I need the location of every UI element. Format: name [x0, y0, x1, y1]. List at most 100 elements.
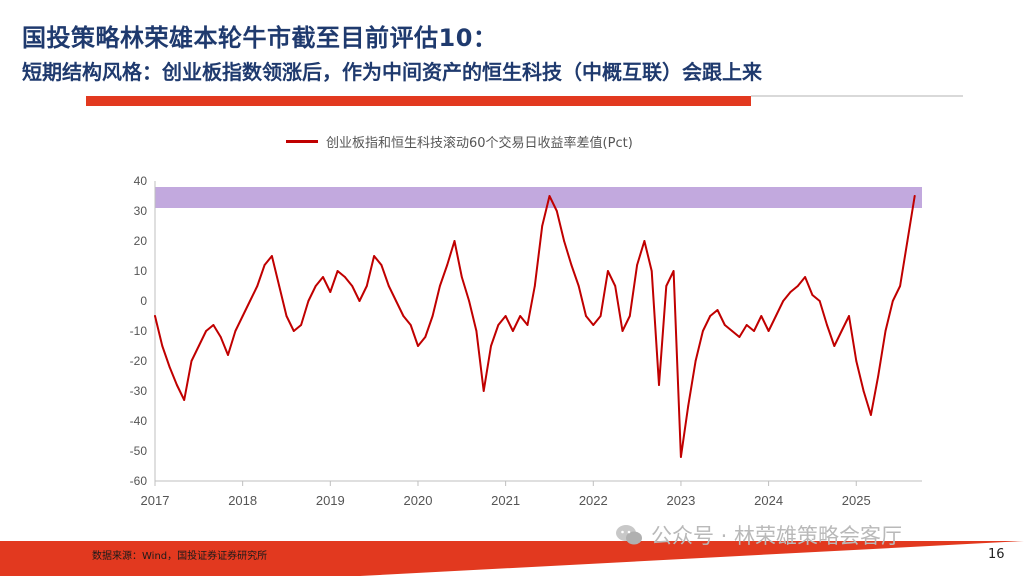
data-point	[307, 300, 310, 302]
data-point	[227, 354, 229, 356]
title-underline-red	[86, 96, 751, 106]
series-line	[154, 195, 916, 458]
data-point	[577, 285, 580, 287]
wechat-icon	[616, 525, 642, 545]
x-tick-label: 2024	[754, 493, 783, 508]
footer-bar	[0, 541, 1024, 576]
x-tick-label: 2021	[491, 493, 520, 508]
data-point	[767, 330, 770, 332]
data-point	[446, 264, 449, 266]
x-tick-label: 2017	[141, 493, 170, 508]
data-point	[548, 195, 551, 197]
data-point	[775, 315, 777, 317]
data-point	[431, 315, 434, 317]
data-point	[563, 240, 565, 242]
data-point	[862, 390, 865, 392]
data-point	[482, 390, 485, 392]
data-point	[219, 336, 222, 338]
data-point	[176, 384, 178, 386]
data-point	[614, 285, 617, 287]
data-point	[373, 255, 376, 257]
data-point	[687, 405, 690, 407]
legend-line-swatch	[286, 140, 318, 143]
data-point	[358, 300, 361, 302]
data-point	[497, 324, 500, 326]
data-point	[417, 345, 419, 347]
data-point	[855, 360, 858, 362]
data-point	[438, 285, 441, 287]
x-tick-label: 2022	[579, 493, 608, 508]
y-tick-label: -20	[130, 354, 148, 368]
data-source: 数据来源：Wind，国投证券证券研究所	[92, 551, 268, 562]
data-point	[796, 285, 799, 287]
data-point	[884, 330, 887, 332]
data-point	[249, 300, 251, 302]
data-point	[541, 225, 544, 227]
data-point	[804, 276, 807, 278]
data-point	[154, 315, 156, 317]
data-point	[278, 285, 281, 287]
data-point	[468, 300, 471, 302]
data-point	[731, 330, 733, 332]
data-point	[475, 330, 478, 332]
data-point	[899, 285, 901, 287]
legend-label: 创业板指和恒生科技滚动60个交易日收益率差值(Pct)	[326, 136, 633, 151]
data-point	[833, 345, 836, 347]
chart-legend: 创业板指和恒生科技滚动60个交易日收益率差值(Pct)	[286, 132, 633, 151]
y-tick-label: -60	[130, 474, 148, 488]
data-point	[197, 345, 200, 347]
data-point	[526, 324, 529, 326]
data-point	[782, 300, 785, 302]
x-tick-label: 2018	[228, 493, 257, 508]
data-point	[395, 300, 397, 302]
y-tick-label: 30	[134, 204, 148, 218]
data-point	[818, 300, 821, 302]
watermark: 公众号 · 林荣雄策略会客厅	[615, 520, 902, 550]
data-point	[840, 330, 843, 332]
data-point	[694, 360, 697, 362]
data-point	[351, 285, 354, 287]
data-point	[322, 276, 324, 278]
y-tick-label: 20	[134, 234, 148, 248]
data-point	[519, 315, 522, 317]
data-point	[183, 399, 186, 401]
data-point	[709, 315, 712, 317]
data-point	[592, 324, 595, 326]
data-point	[314, 285, 317, 287]
y-tick-label: -10	[130, 324, 148, 338]
data-point	[672, 270, 675, 272]
data-point	[658, 384, 660, 386]
data-point	[270, 255, 273, 257]
data-point	[336, 270, 339, 272]
data-point	[555, 210, 558, 212]
data-point	[738, 336, 741, 338]
data-point	[234, 330, 237, 332]
data-point	[424, 336, 427, 338]
data-point	[701, 330, 704, 332]
y-tick-label: 10	[134, 264, 148, 278]
data-point	[329, 291, 332, 293]
data-point	[869, 414, 872, 416]
data-point	[344, 276, 346, 278]
y-tick-label: 40	[134, 174, 148, 188]
data-point	[292, 330, 295, 332]
data-point	[490, 345, 492, 347]
x-tick-label: 2019	[316, 493, 345, 508]
page-subtitle: 短期结构风格：创业板指数领涨后，作为中间资产的恒生科技（中概互联）会跟上来	[22, 60, 762, 84]
data-point	[212, 324, 215, 326]
data-point	[891, 300, 894, 302]
data-point	[263, 264, 266, 266]
data-point	[628, 315, 631, 317]
data-point	[680, 456, 682, 458]
data-point	[570, 264, 573, 266]
y-tick-label: -30	[130, 384, 148, 398]
data-point	[460, 276, 463, 278]
y-tick-label: 0	[140, 294, 147, 308]
x-tick-label: 2023	[666, 493, 695, 508]
data-point	[512, 330, 514, 332]
data-point	[300, 324, 302, 326]
data-point	[877, 375, 880, 377]
title-underline-grey	[751, 95, 963, 97]
data-point	[621, 330, 624, 332]
